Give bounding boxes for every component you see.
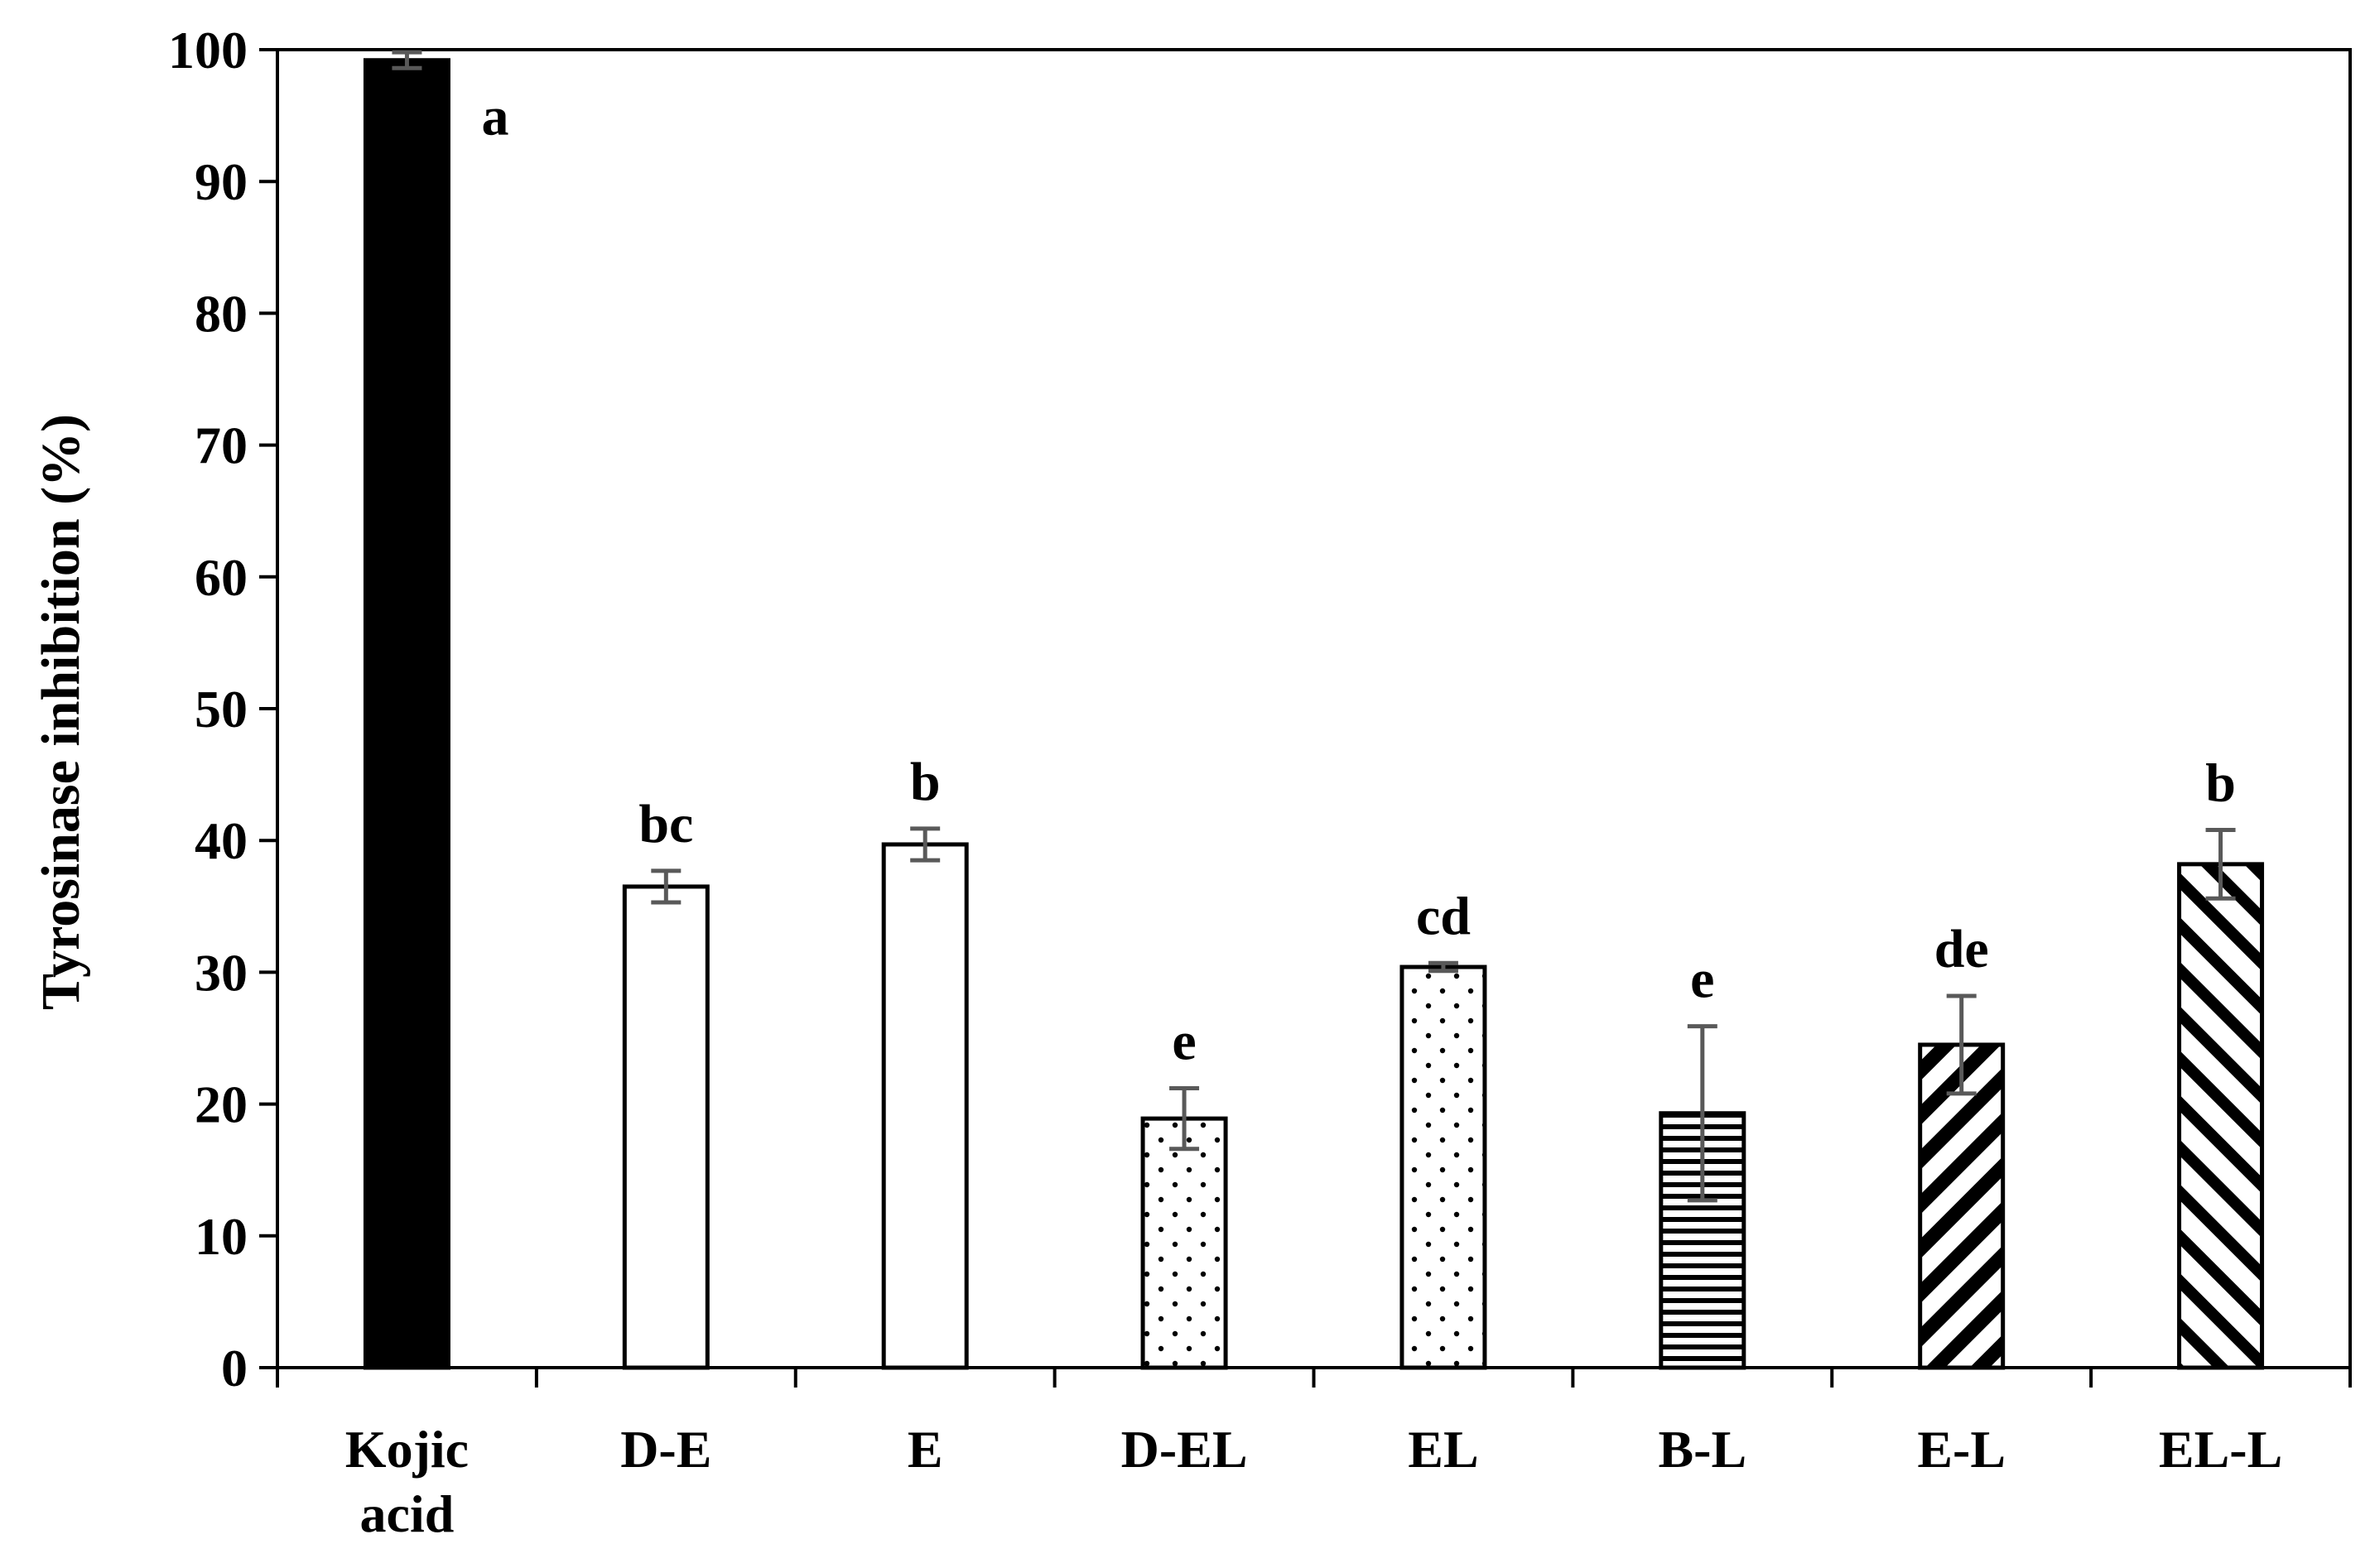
y-tick-label: 30 — [195, 943, 248, 1002]
y-tick-label: 60 — [195, 548, 248, 607]
y-tick-label: 20 — [195, 1075, 248, 1134]
x-tick-label: Kojic — [345, 1420, 469, 1479]
significance-label: b — [910, 752, 941, 812]
x-tick-label: EL-L — [2159, 1420, 2282, 1479]
x-tick-label: B-L — [1658, 1420, 1746, 1479]
plot-frame — [276, 48, 2352, 1369]
y-tick-label: 90 — [195, 152, 248, 211]
x-tick-label: E-L — [1917, 1420, 2006, 1479]
significance-label: cd — [1416, 886, 1471, 946]
significance-label: e — [1690, 950, 1714, 1010]
bar — [1140, 1116, 1228, 1370]
y-tick-label: 70 — [195, 416, 248, 475]
significance-label: e — [1172, 1011, 1196, 1071]
significance-label: bc — [638, 794, 693, 854]
significance-label: b — [2205, 753, 2236, 813]
bar — [881, 842, 969, 1370]
significance-label: de — [1934, 919, 1989, 979]
x-tick-label: acid — [360, 1484, 455, 1543]
bar — [622, 884, 710, 1370]
bar — [2177, 862, 2265, 1370]
y-axis-title: Tyrosinase inhibition (%) — [31, 414, 91, 1010]
y-tick-label: 0 — [221, 1339, 248, 1397]
x-tick-label: E — [908, 1420, 943, 1479]
y-tick-label: 40 — [195, 811, 248, 870]
x-tick-label: D-E — [620, 1420, 711, 1479]
bar — [1918, 1042, 2006, 1370]
y-tick-label: 10 — [195, 1207, 248, 1266]
x-tick-label: EL — [1408, 1420, 1478, 1479]
y-tick-label: 50 — [195, 680, 248, 738]
significance-label: a — [481, 87, 508, 147]
bar — [1399, 964, 1487, 1370]
y-tick-label: 80 — [195, 284, 248, 343]
bar — [363, 58, 450, 1370]
y-tick-label: 100 — [168, 21, 248, 79]
x-tick-label: D-EL — [1121, 1420, 1248, 1479]
